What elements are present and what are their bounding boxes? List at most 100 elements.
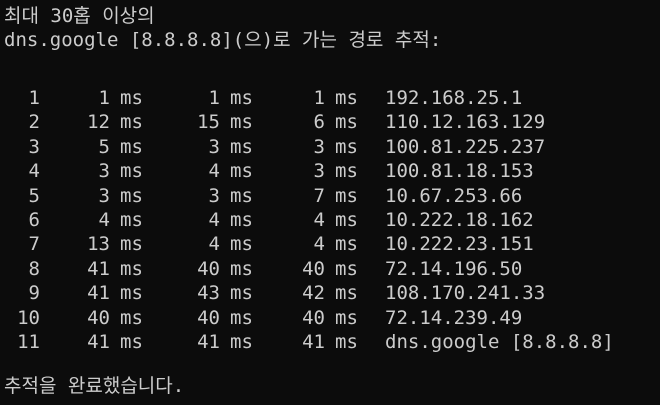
rtt-unit-2: ms xyxy=(230,135,253,158)
hop-host: 110.12.163.129 xyxy=(385,111,546,134)
rtt-probe-3: 4 xyxy=(313,208,325,231)
rtt-unit-1: ms xyxy=(120,135,143,158)
rtt-probe-1: 13 xyxy=(87,233,110,256)
hop-host: 72.14.239.49 xyxy=(385,306,523,329)
hop-host: 10.222.23.151 xyxy=(385,233,534,256)
rtt-probe-2: 40 xyxy=(197,306,220,329)
rtt-probe-3: 40 xyxy=(302,257,325,280)
trace-complete-message: 추적을 완료했습니다. xyxy=(4,375,185,397)
rtt-probe-2: 15 xyxy=(197,111,220,134)
rtt-probe-1: 40 xyxy=(87,306,110,329)
hop-row: 9 41 ms 43 ms 42 ms 108.170.241.33 xyxy=(0,281,660,305)
rtt-probe-2: 43 xyxy=(197,282,220,305)
hop-host: 108.170.241.33 xyxy=(385,282,546,305)
hop-row: 2 12 ms 15 ms 6 ms 110.12.163.129 xyxy=(0,110,660,134)
rtt-probe-1: 12 xyxy=(87,111,110,134)
rtt-unit-3: ms xyxy=(335,184,358,207)
hop-number: 8 xyxy=(28,257,40,280)
hop-number: 5 xyxy=(28,184,40,207)
rtt-unit-2: ms xyxy=(230,306,253,329)
rtt-unit-3: ms xyxy=(335,111,358,134)
rtt-unit-1: ms xyxy=(120,282,143,305)
rtt-probe-3: 3 xyxy=(313,160,325,183)
rtt-unit-1: ms xyxy=(120,233,143,256)
hop-number: 1 xyxy=(28,87,40,109)
rtt-unit-1: ms xyxy=(120,208,143,231)
hop-number: 7 xyxy=(28,233,40,256)
hop-host: 192.168.25.1 xyxy=(385,87,523,109)
rtt-unit-2: ms xyxy=(230,160,253,183)
hop-host: 10.67.253.66 xyxy=(385,184,523,207)
rtt-probe-3: 7 xyxy=(313,184,325,207)
hop-row: 10 40 ms 40 ms 40 ms 72.14.239.49 xyxy=(0,306,660,330)
hop-row: 7 13 ms 4 ms 4 ms 10.222.23.151 xyxy=(0,232,660,256)
rtt-probe-1: 3 xyxy=(98,184,110,207)
rtt-probe-2: 3 xyxy=(208,184,220,207)
rtt-unit-2: ms xyxy=(230,184,253,207)
rtt-probe-3: 42 xyxy=(302,282,325,305)
rtt-probe-2: 4 xyxy=(208,208,220,231)
hop-row: 11 41 ms 41 ms 41 ms dns.google [8.8.8.8] xyxy=(0,330,660,354)
rtt-unit-3: ms xyxy=(335,257,358,280)
hop-row: 8 41 ms 40 ms 40 ms 72.14.196.50 xyxy=(0,257,660,281)
rtt-probe-3: 3 xyxy=(313,135,325,158)
rtt-probe-1: 5 xyxy=(98,135,110,158)
hop-number: 6 xyxy=(28,208,40,231)
hop-host: 72.14.196.50 xyxy=(385,257,523,280)
rtt-probe-1: 1 xyxy=(98,87,110,109)
rtt-unit-2: ms xyxy=(230,208,253,231)
hop-row: 3 5 ms 3 ms 3 ms 100.81.225.237 xyxy=(0,135,660,159)
hop-row: 1 1 ms 1 ms 1 ms 192.168.25.1 xyxy=(0,86,660,110)
rtt-unit-1: ms xyxy=(120,330,143,353)
rtt-unit-3: ms xyxy=(335,87,358,109)
rtt-unit-2: ms xyxy=(230,330,253,353)
trace-header-max-hops: 최대 30홉 이상의 xyxy=(4,5,155,27)
rtt-unit-3: ms xyxy=(335,208,358,231)
rtt-probe-1: 41 xyxy=(87,282,110,305)
rtt-probe-3: 4 xyxy=(313,233,325,256)
hop-host: 100.81.225.237 xyxy=(385,135,546,158)
hop-host: 100.81.18.153 xyxy=(385,160,534,183)
rtt-unit-2: ms xyxy=(230,111,253,134)
hop-number: 2 xyxy=(28,111,40,134)
rtt-unit-1: ms xyxy=(120,257,143,280)
rtt-probe-3: 1 xyxy=(313,87,325,109)
rtt-unit-1: ms xyxy=(120,111,143,134)
rtt-unit-3: ms xyxy=(335,306,358,329)
rtt-unit-1: ms xyxy=(120,184,143,207)
hop-row: 5 3 ms 3 ms 7 ms 10.67.253.66 xyxy=(0,184,660,208)
rtt-probe-2: 3 xyxy=(208,135,220,158)
hop-host: dns.google [8.8.8.8] xyxy=(385,330,614,353)
rtt-probe-1: 3 xyxy=(98,160,110,183)
rtt-unit-3: ms xyxy=(335,135,358,158)
rtt-unit-3: ms xyxy=(335,330,358,353)
rtt-unit-1: ms xyxy=(120,306,143,329)
rtt-unit-2: ms xyxy=(230,282,253,305)
hop-row: 4 3 ms 4 ms 3 ms 100.81.18.153 xyxy=(0,159,660,183)
rtt-unit-3: ms xyxy=(335,160,358,183)
rtt-unit-1: ms xyxy=(120,87,143,109)
rtt-probe-2: 41 xyxy=(197,330,220,353)
rtt-probe-3: 40 xyxy=(302,306,325,329)
rtt-unit-1: ms xyxy=(120,160,143,183)
rtt-probe-3: 6 xyxy=(313,111,325,134)
rtt-probe-2: 40 xyxy=(197,257,220,280)
trace-header-target: dns.google [8.8.8.8](으)로 가는 경로 추적: xyxy=(4,29,442,51)
rtt-unit-2: ms xyxy=(230,257,253,280)
hop-number: 11 xyxy=(17,330,40,353)
rtt-probe-1: 4 xyxy=(98,208,110,231)
rtt-probe-2: 4 xyxy=(208,233,220,256)
hop-list: 1 1 ms 1 ms 1 ms 192.168.25.1 2 12 ms 15 ms 6 ms 110.12… xyxy=(0,86,660,354)
hop-number: 4 xyxy=(28,160,40,183)
hop-number: 3 xyxy=(28,135,40,158)
rtt-unit-3: ms xyxy=(335,233,358,256)
rtt-probe-3: 41 xyxy=(302,330,325,353)
hop-number: 10 xyxy=(17,306,40,329)
rtt-probe-2: 4 xyxy=(208,160,220,183)
hop-number: 9 xyxy=(28,282,40,305)
hop-host: 10.222.18.162 xyxy=(385,208,534,231)
rtt-unit-2: ms xyxy=(230,233,253,256)
hop-row: 6 4 ms 4 ms 4 ms 10.222.18.162 xyxy=(0,208,660,232)
rtt-unit-2: ms xyxy=(230,87,253,109)
